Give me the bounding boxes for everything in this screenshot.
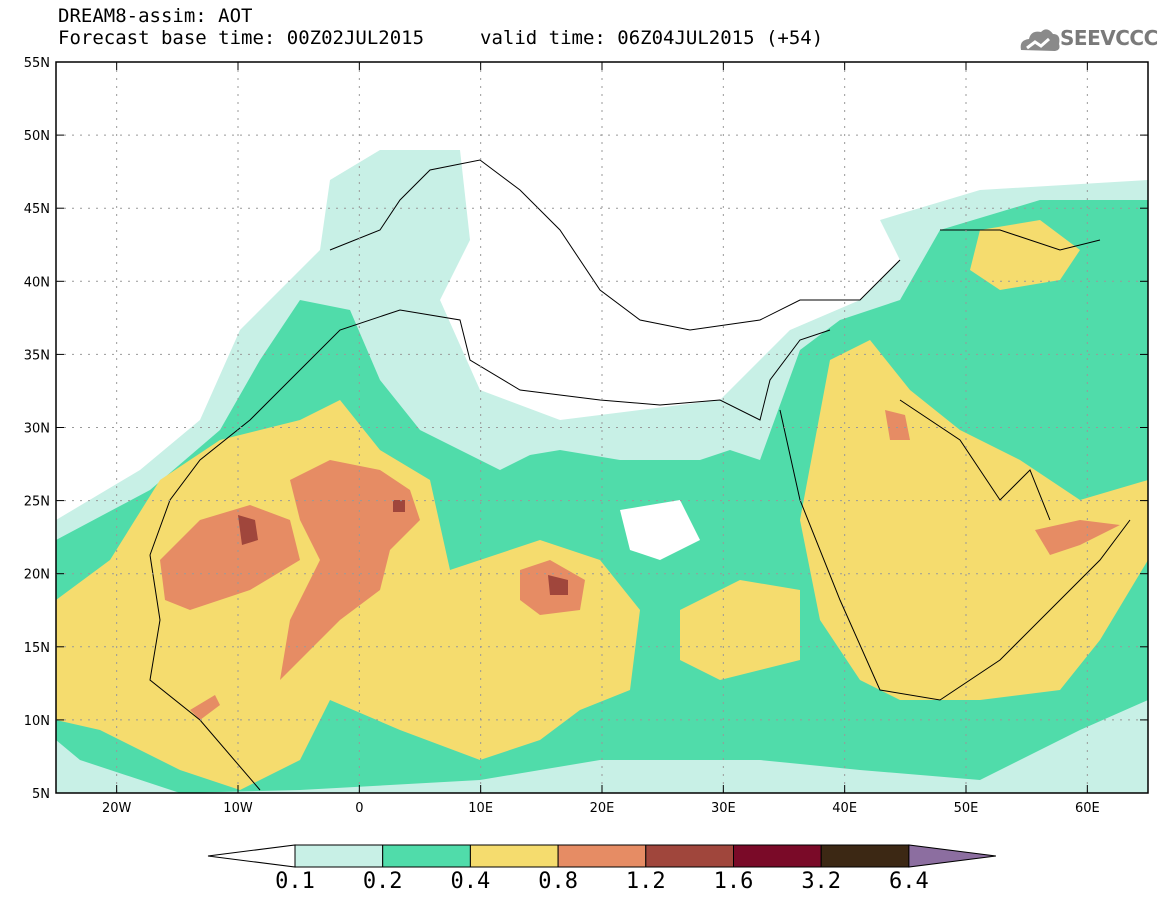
- lon-tick-label: 60E: [1075, 801, 1100, 816]
- base-time-label: Forecast base time: 00Z02JUL2015: [58, 27, 425, 49]
- lat-tick-label: 25N: [24, 495, 50, 510]
- lon-tick-label: 10E: [468, 801, 493, 816]
- colorbar-bin: [294, 844, 384, 868]
- colorbar-level-label: 1.6: [713, 869, 754, 894]
- latitude-labels: 5N 10N 15N 20N 25N 30N 35N 40N 45N 50N 55N: [24, 56, 50, 802]
- lat-tick-label: 5N: [32, 787, 50, 802]
- colorbar-level-label: 0.4: [450, 869, 491, 894]
- lat-tick-label: 10N: [24, 714, 50, 729]
- gridlines: [56, 62, 1148, 793]
- colorbar-level-label: 0.1: [275, 869, 315, 894]
- lon-tick-label: 50E: [954, 801, 979, 816]
- colorbar-bin: [645, 844, 734, 868]
- colorbar-under-arrow: [207, 844, 296, 868]
- logo-text: SEEVCCC: [1060, 26, 1158, 50]
- lat-tick-label: 15N: [24, 641, 50, 656]
- colorbar: [207, 844, 996, 868]
- lat-tick-label: 35N: [24, 348, 50, 363]
- lon-tick-label: 30E: [711, 801, 736, 816]
- colorbar-level-label: 3.2: [801, 869, 842, 894]
- lon-tick-label: 0: [355, 801, 363, 816]
- colorbar-level-label: 6.4: [889, 869, 929, 894]
- lat-tick-label: 20N: [24, 568, 50, 583]
- coastlines: [149, 159, 1131, 791]
- lon-tick-label: 40E: [832, 801, 857, 816]
- colorbar-bin: [733, 844, 822, 868]
- lat-tick-label: 55N: [24, 56, 50, 71]
- model-title: DREAM8-assim: AOT: [58, 5, 253, 27]
- colorbar-bin: [382, 844, 471, 868]
- lat-tick-label: 30N: [24, 422, 50, 437]
- colorbar-over-arrow: [908, 844, 996, 868]
- colorbar-level-label: 0.2: [362, 869, 403, 894]
- colorbar-level-label: 0.8: [538, 869, 578, 894]
- colorbar-bin: [820, 844, 910, 868]
- lat-tick-label: 50N: [24, 129, 50, 144]
- axis-ticks: [56, 61, 1148, 794]
- colorbar-bin: [469, 844, 559, 868]
- cloud-icon: [1020, 29, 1060, 51]
- colorbar-bin: [557, 844, 647, 868]
- lon-tick-label: 10W: [223, 801, 253, 816]
- longitude-labels: 20W 10W 0 10E 20E 30E 40E 50E 60E: [102, 801, 1100, 816]
- lat-tick-label: 45N: [24, 202, 50, 217]
- lon-tick-label: 20W: [102, 801, 132, 816]
- lon-tick-label: 20E: [590, 801, 615, 816]
- lat-tick-label: 40N: [24, 275, 50, 290]
- colorbar-level-label: 1.2: [625, 869, 666, 894]
- valid-time-label: valid time: 06Z04JUL2015 (+54): [480, 27, 824, 49]
